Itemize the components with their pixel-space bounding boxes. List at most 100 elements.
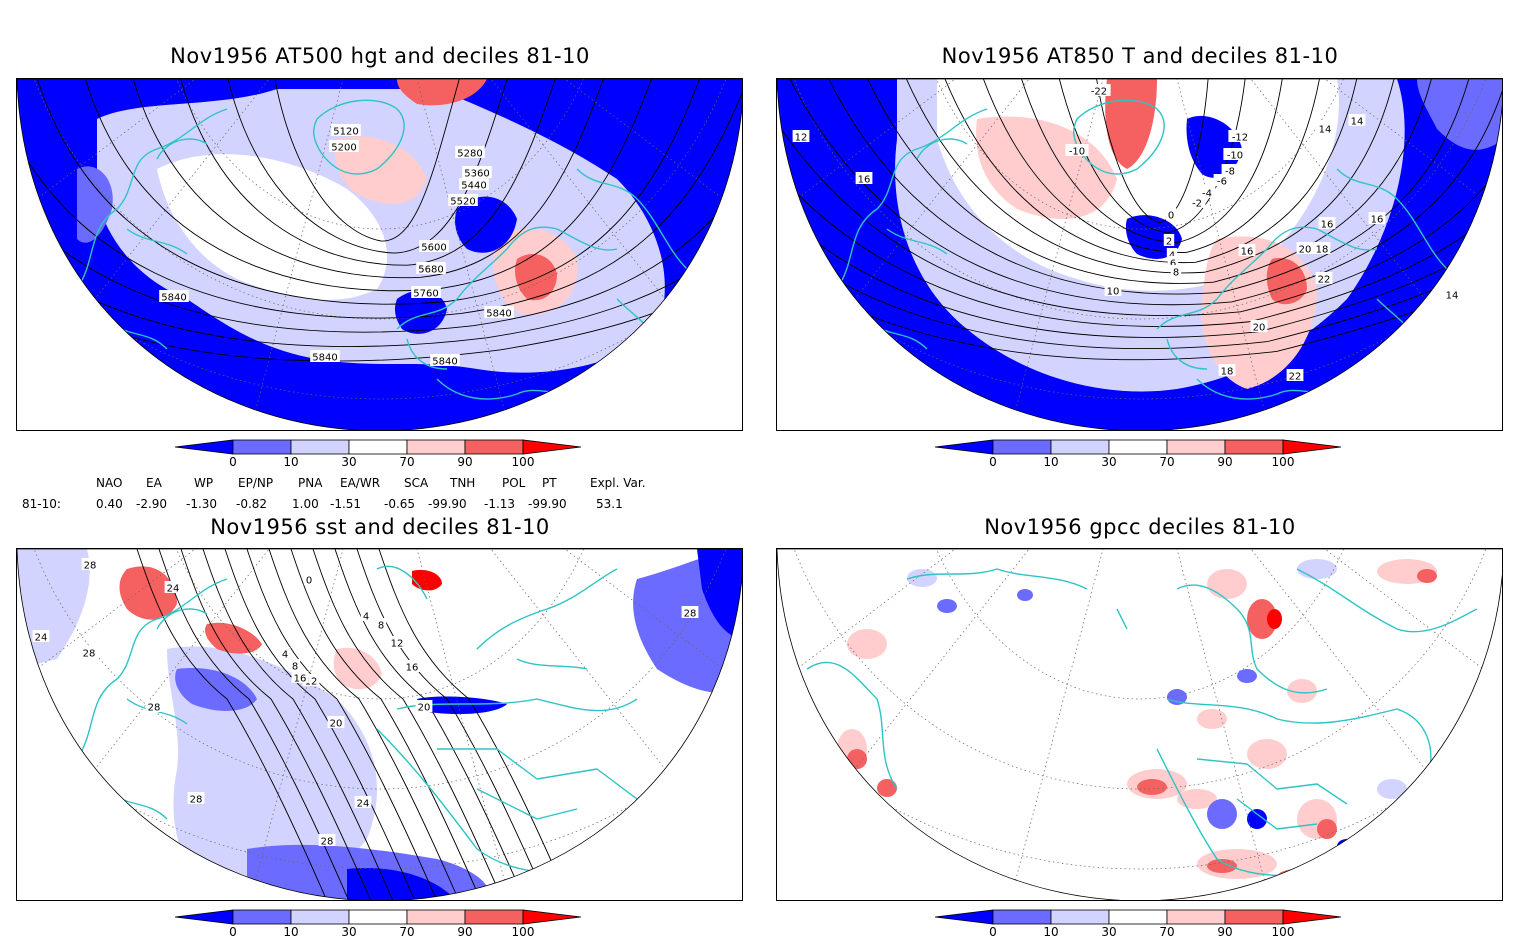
index-row-label: 81-10: <box>22 497 61 511</box>
contour-label-text: 14 <box>1319 125 1332 136</box>
colorbar-low-triangle <box>174 439 234 455</box>
contour-label-text: 2 <box>1166 237 1172 248</box>
contour-label: 16 <box>1238 244 1256 258</box>
colorbar-tick-label: 10 <box>283 925 299 939</box>
contour-label: -10 <box>1223 148 1247 162</box>
colorbar-tick-label: 30 <box>1101 925 1117 939</box>
colorbar-segment <box>1224 909 1284 925</box>
decile-patch <box>1317 819 1337 839</box>
contour-label-text: 14 <box>1446 291 1459 302</box>
contour-label: -8 <box>1221 164 1239 178</box>
index-header: PT <box>542 476 557 490</box>
colorbar-swatches <box>934 909 1342 925</box>
decile-patch <box>907 569 937 587</box>
contour-label-text: -10 <box>1227 151 1243 162</box>
contour-label-text: 5760 <box>413 289 438 300</box>
contour-label: -12 <box>1228 130 1252 144</box>
contour-line <box>777 79 1502 350</box>
panel-title-sst: Nov1956 sst and deciles 81-10 <box>210 515 550 539</box>
colorbar-segment <box>406 909 466 925</box>
index-value: -1.51 <box>330 497 362 511</box>
contour-line <box>26 79 708 305</box>
contour-label-text: 20 <box>418 703 431 714</box>
colorbar-segment <box>232 439 292 455</box>
contour-label: 4 <box>279 647 291 661</box>
longitude-gridline <box>1139 79 1502 430</box>
contour-line <box>268 549 460 900</box>
colorbar-low-triangle <box>934 909 994 925</box>
longitude-gridline <box>1139 549 1502 900</box>
index-value: -0.65 <box>384 497 416 511</box>
colorbar-bottom-right: 0 10 30 70 90 100 <box>930 908 1350 940</box>
contour-label: 5760 <box>411 286 441 300</box>
latitude-gridline <box>17 549 742 790</box>
contour-label: 22 <box>1286 369 1304 383</box>
contour-label-text: 20 <box>1299 245 1312 256</box>
colorbar-bottom-left: 0 10 30 70 90 100 <box>170 908 590 940</box>
contour-label: 6 <box>1167 256 1179 270</box>
contour-label: 4 <box>360 609 372 623</box>
colorbar-segment <box>1050 909 1110 925</box>
contour-label: 14 <box>1316 122 1334 136</box>
contour-label-text: 5120 <box>333 127 358 138</box>
decile-patch <box>877 779 897 797</box>
contour-label-text: -2 <box>1192 199 1202 210</box>
decile-patch <box>1247 739 1287 769</box>
colorbar-segment <box>1050 439 1110 455</box>
contour-label: 5840 <box>310 350 340 364</box>
contour-line <box>202 549 394 900</box>
contour-label: 5680 <box>416 262 446 276</box>
contour-line <box>312 549 504 900</box>
colorbar-tick-label: 100 <box>1271 925 1295 939</box>
contour-label-text: 28 <box>84 561 97 572</box>
contour-label-text: 24 <box>357 799 370 810</box>
colorbar-segment <box>1108 439 1168 455</box>
contour-label-text: 28 <box>190 795 203 806</box>
colorbar-swatches <box>174 909 582 925</box>
contour-label-text: 16 <box>858 175 871 186</box>
contour-label: 16 <box>1318 217 1336 231</box>
contour-label-text: 28 <box>684 609 697 620</box>
decile-region <box>1186 115 1242 178</box>
latitude-gridline <box>777 549 1502 790</box>
contour-label-text: 5840 <box>312 353 337 364</box>
contour-line <box>972 79 1324 253</box>
contour-label: 28 <box>681 606 699 620</box>
contour-label-text: 28 <box>83 649 96 660</box>
colorbar-high-triangle <box>522 909 582 925</box>
contour-label: 18 <box>1218 364 1236 378</box>
contour-label: 8 <box>375 618 387 632</box>
decile-patch <box>1237 669 1257 683</box>
contour-label: -2 <box>1188 196 1206 210</box>
contour-label: 28 <box>145 700 163 714</box>
decile-patch <box>1297 559 1337 579</box>
contour-label-text: 5600 <box>421 243 446 254</box>
colorbar-swatches <box>174 439 582 455</box>
decile-region <box>347 868 457 900</box>
colorbar-segment <box>348 439 408 455</box>
contour-label: 0 <box>303 573 315 587</box>
contour-label-text: 5360 <box>464 169 489 180</box>
contour-label: 12 <box>792 130 810 144</box>
contour-label: 20 <box>1250 320 1268 334</box>
colorbar-segment <box>464 909 524 925</box>
colorbar-tick-label: 0 <box>989 455 997 469</box>
decile-patch <box>1177 789 1217 809</box>
contour-label-text: 22 <box>1289 372 1302 383</box>
contour-label: 2 <box>1163 234 1175 248</box>
panel-title-gpcc: Nov1956 gpcc deciles 81-10 <box>984 515 1296 539</box>
panel-title-hgt500: Nov1956 AT500 hgt and deciles 81-10 <box>170 44 590 68</box>
contour-label-text: 28 <box>321 837 334 848</box>
contour-label-text: 5840 <box>161 293 186 304</box>
contour-label: -4 <box>1198 186 1216 200</box>
contour-line <box>378 549 570 900</box>
contour-line <box>290 549 482 900</box>
decile-region <box>119 566 177 620</box>
index-value: -1.13 <box>484 497 516 511</box>
colorbar-swatches <box>934 439 1342 455</box>
colorbar-segment <box>464 439 524 455</box>
colorbar-tick-label: 0 <box>229 925 237 939</box>
colorbar-tick-label: 10 <box>1043 455 1059 469</box>
colorbar-high-triangle <box>1282 909 1342 925</box>
